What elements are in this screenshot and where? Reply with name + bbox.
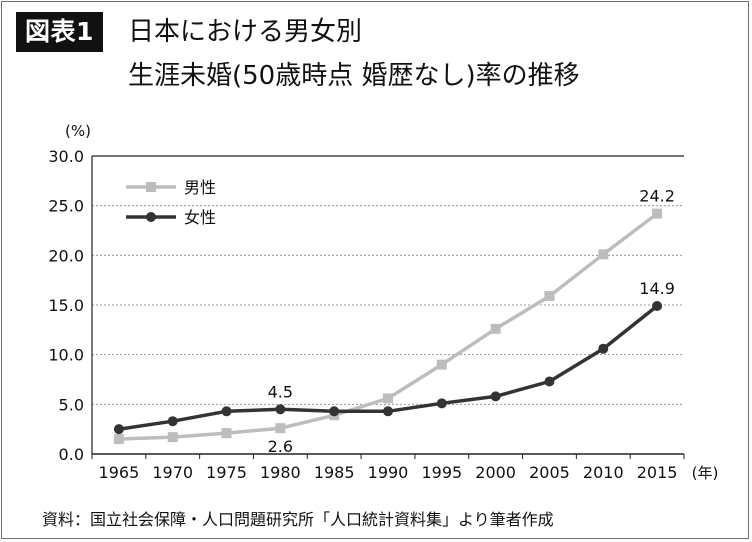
x-axis-label: (年) bbox=[692, 464, 719, 482]
data-point-female bbox=[652, 300, 663, 311]
data-point-male bbox=[652, 208, 663, 219]
x-tick-label: 1990 bbox=[368, 463, 409, 482]
data-point-male bbox=[383, 393, 393, 404]
data-point-female bbox=[598, 343, 609, 354]
data-point-male bbox=[221, 428, 232, 439]
y-tick-label: 20.0 bbox=[48, 246, 84, 265]
y-tick-label: 0.0 bbox=[59, 445, 84, 464]
legend-label-male: 男性 bbox=[184, 178, 216, 197]
x-tick-label: 1985 bbox=[314, 463, 355, 482]
y-axis-label: (%) bbox=[65, 122, 91, 140]
chart-title-line1: 日本における男女別 bbox=[128, 17, 363, 47]
data-point-female bbox=[490, 391, 501, 402]
data-point-male bbox=[490, 323, 501, 334]
x-tick-label: 2015 bbox=[637, 463, 678, 482]
x-tick-label: 1980 bbox=[260, 463, 301, 482]
y-tick-label: 15.0 bbox=[48, 296, 84, 315]
data-point-female bbox=[544, 376, 555, 387]
data-point-male bbox=[436, 359, 447, 370]
data-point-female bbox=[275, 404, 286, 415]
source-note: 資料：国立社会保障・人口問題研究所「人口統計資料集」より筆者作成 bbox=[42, 510, 554, 529]
data-point-male bbox=[167, 432, 178, 443]
data-point-female bbox=[329, 406, 340, 417]
x-tick-label: 1965 bbox=[99, 463, 140, 482]
data-point-male bbox=[113, 434, 124, 445]
legend-marker-male bbox=[146, 182, 156, 192]
data-point-male bbox=[275, 423, 286, 434]
data-point-male bbox=[598, 249, 609, 260]
x-tick-label: 2005 bbox=[529, 463, 570, 482]
y-tick-label: 30.0 bbox=[48, 147, 84, 166]
x-tick-label: 2010 bbox=[583, 463, 624, 482]
x-tick-label: 1975 bbox=[206, 463, 247, 482]
data-point-male bbox=[544, 291, 555, 302]
x-tick-label: 1970 bbox=[152, 463, 193, 482]
chart-title-line2: 生涯未婚(50歳時点 婚歴なし)率の推移 bbox=[128, 61, 580, 91]
data-point-female bbox=[167, 416, 178, 427]
series-line-male bbox=[118, 212, 659, 441]
data-label: 4.5 bbox=[268, 382, 293, 401]
data-point-female bbox=[221, 406, 232, 417]
y-tick-label: 5.0 bbox=[59, 395, 84, 414]
data-point-female bbox=[436, 398, 447, 409]
legend-marker-female bbox=[146, 212, 156, 222]
data-label: 2.6 bbox=[268, 437, 293, 456]
legend-label-female: 女性 bbox=[184, 208, 216, 227]
data-point-female bbox=[383, 406, 393, 417]
figure-tag: 図表1 bbox=[16, 12, 103, 52]
y-tick-label: 25.0 bbox=[48, 197, 84, 216]
data-label: 14.9 bbox=[639, 279, 675, 298]
data-label: 24.2 bbox=[639, 187, 675, 206]
data-point-female bbox=[113, 424, 124, 435]
y-tick-label: 10.0 bbox=[48, 346, 84, 365]
x-tick-label: 2000 bbox=[475, 463, 516, 482]
x-tick-label: 1995 bbox=[421, 463, 462, 482]
